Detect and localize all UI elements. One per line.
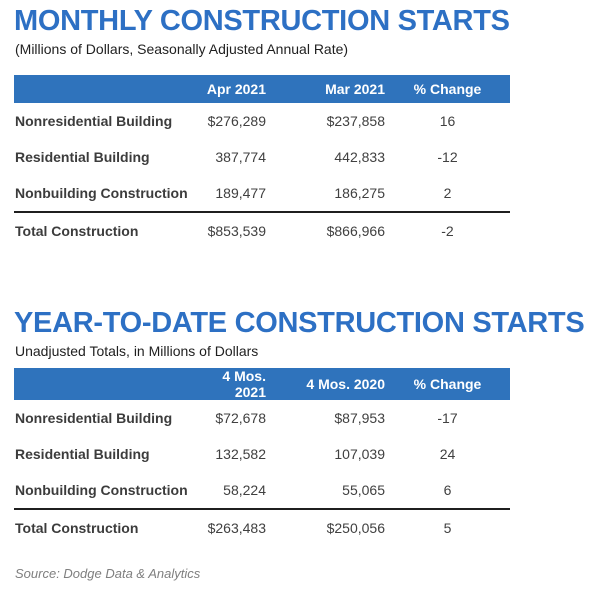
cell-value: 55,065	[342, 482, 385, 498]
cell-value: 189,477	[215, 185, 266, 201]
table-row-nonresidential: Nonresidential Building $72,678 $87,953 …	[14, 400, 510, 436]
cell-value: 16	[439, 113, 456, 129]
cell-value: $72,678	[215, 410, 266, 426]
source-note: Source: Dodge Data & Analytics	[15, 566, 201, 581]
cell-value: 5	[385, 508, 510, 546]
cell-value: 186,275	[334, 185, 385, 201]
cell-value: 442,833	[334, 149, 385, 165]
table-row-nonbuilding: Nonbuilding Construction 58,224 55,065 6	[14, 472, 510, 509]
table-row-nonbuilding: Nonbuilding Construction 189,477 186,275…	[14, 175, 510, 212]
cell-value: -17	[437, 410, 458, 426]
row-label: Nonbuilding Construction	[15, 185, 188, 201]
monthly-subtitle: (Millions of Dollars, Seasonally Adjuste…	[15, 41, 349, 57]
row-label: Nonresidential Building	[15, 410, 173, 426]
cell-value: 58,224	[223, 482, 266, 498]
column-header-blank	[14, 368, 189, 400]
cell-value: $263,483	[189, 508, 266, 546]
row-label: Total Construction	[14, 211, 189, 249]
column-header-mar-2021: Mar 2021	[266, 75, 385, 103]
column-header-blank	[14, 75, 189, 103]
cell-value: $250,056	[266, 508, 385, 546]
column-header-pct-change: % Change	[385, 75, 510, 103]
column-header-apr-2021: Apr 2021	[189, 75, 266, 103]
ytd-subtitle: Unadjusted Totals, in Millions of Dollar…	[15, 343, 259, 359]
ytd-table: 4 Mos. 2021 4 Mos. 2020 % Change Nonresi…	[14, 368, 510, 546]
table-row-nonresidential: Nonresidential Building $276,289 $237,85…	[14, 103, 510, 139]
cell-value: $853,539	[189, 211, 266, 249]
row-label: Nonbuilding Construction	[15, 482, 188, 498]
table-row-total: Total Construction $263,483 $250,056 5	[14, 508, 510, 546]
cell-value: $866,966	[266, 211, 385, 249]
row-label: Residential Building	[15, 149, 150, 165]
cell-value: 107,039	[334, 446, 385, 462]
ytd-header-row: 4 Mos. 2021 4 Mos. 2020 % Change	[14, 368, 510, 400]
monthly-table: Apr 2021 Mar 2021 % Change Nonresidentia…	[14, 75, 510, 249]
ytd-section: YEAR-TO-DATE CONSTRUCTION STARTS Unadjus…	[14, 306, 600, 546]
ytd-title: YEAR-TO-DATE CONSTRUCTION STARTS	[14, 307, 585, 339]
monthly-header-row: Apr 2021 Mar 2021 % Change	[14, 75, 510, 103]
table-row-total: Total Construction $853,539 $866,966 -2	[14, 211, 510, 249]
cell-value: 6	[443, 482, 452, 498]
cell-value: 2	[443, 185, 452, 201]
column-header-4mos-2021: 4 Mos. 2021	[189, 368, 266, 400]
cell-value: -2	[385, 211, 510, 249]
cell-value: $276,289	[207, 113, 266, 129]
monthly-title: MONTHLY CONSTRUCTION STARTS	[14, 5, 510, 37]
table-row-residential: Residential Building 132,582 107,039 24	[14, 436, 510, 472]
cell-value: $87,953	[334, 410, 385, 426]
column-header-pct-change: % Change	[385, 368, 510, 400]
monthly-section: MONTHLY CONSTRUCTION STARTS (Millions of…	[14, 4, 600, 249]
cell-value: $237,858	[326, 113, 385, 129]
row-label: Total Construction	[14, 508, 189, 546]
row-label: Residential Building	[15, 446, 150, 462]
table-row-residential: Residential Building 387,774 442,833 -12	[14, 139, 510, 175]
column-header-4mos-2020: 4 Mos. 2020	[266, 368, 385, 400]
cell-value: -12	[437, 149, 458, 165]
cell-value: 387,774	[215, 149, 266, 165]
row-label: Nonresidential Building	[15, 113, 173, 129]
cell-value: 132,582	[215, 446, 266, 462]
cell-value: 24	[439, 446, 456, 462]
